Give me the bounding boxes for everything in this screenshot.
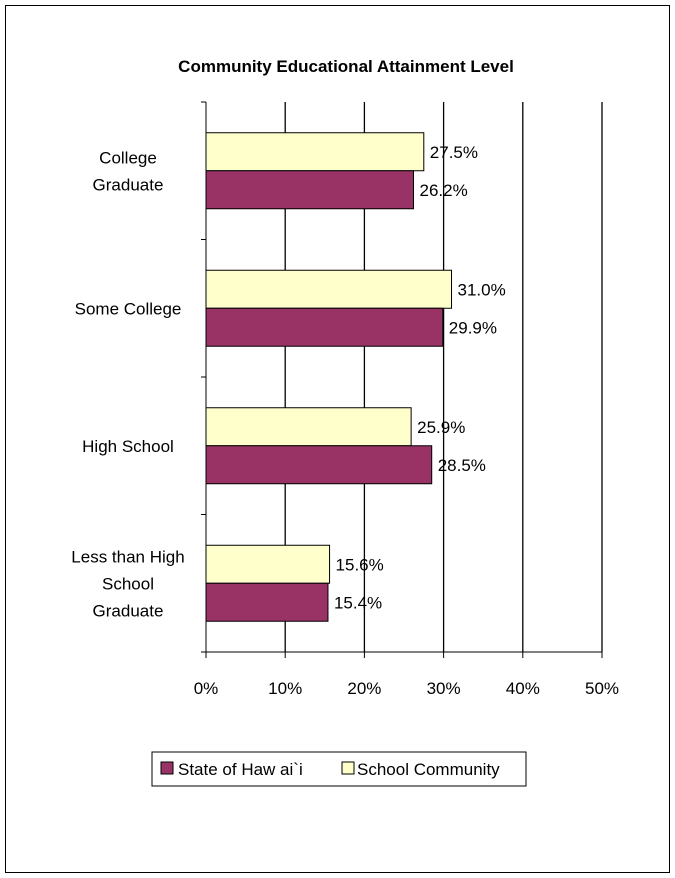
- bar: [205, 307, 444, 347]
- bar: [205, 445, 433, 485]
- category-label: Graduate: [93, 601, 164, 620]
- bar: [205, 582, 329, 622]
- bar: [205, 407, 412, 447]
- data-label: 15.4%: [334, 593, 382, 612]
- data-labels: 27.5% 26.2% 31.0% 29.9% 25.9% 28.5% 15.6% 15.4%: [334, 143, 506, 613]
- legend[interactable]: State of Haw ai`i School Community: [151, 751, 527, 787]
- axes: 0% 10% 20% 30% 40% 50% College Graduate Some Col…: [71, 101, 619, 698]
- data-label: 26.2%: [420, 181, 468, 200]
- x-tick-label: 50%: [585, 679, 619, 698]
- x-tick-label: 0%: [194, 679, 219, 698]
- category-label: Less than High: [71, 547, 184, 566]
- x-tick-label: 30%: [427, 679, 461, 698]
- data-label: 27.5%: [430, 143, 478, 162]
- category-label: Graduate: [93, 175, 164, 194]
- legend-swatch: [341, 761, 355, 775]
- chart-title: Community Educational Attainment Level: [178, 57, 514, 76]
- data-label: 25.9%: [417, 418, 465, 437]
- bar: [205, 269, 453, 309]
- bar: [205, 544, 331, 584]
- category-label: School: [102, 574, 154, 593]
- category-label: High School: [82, 437, 174, 456]
- legend-swatch: [160, 761, 174, 775]
- data-label: 29.9%: [449, 318, 497, 337]
- data-label: 31.0%: [458, 280, 506, 299]
- x-tick-label: 40%: [506, 679, 540, 698]
- x-tick-label: 10%: [268, 679, 302, 698]
- x-tick-label: 20%: [347, 679, 381, 698]
- legend-box: [151, 751, 527, 787]
- bar: [205, 170, 415, 210]
- data-label: 28.5%: [438, 456, 486, 475]
- bar: [205, 132, 425, 172]
- category-label: College: [99, 148, 157, 167]
- data-label: 15.6%: [336, 555, 384, 574]
- legend-label: State of Haw ai`i: [178, 760, 303, 779]
- bars: [205, 132, 453, 622]
- legend-label: School Community: [357, 760, 500, 779]
- category-label: Some College: [75, 299, 182, 318]
